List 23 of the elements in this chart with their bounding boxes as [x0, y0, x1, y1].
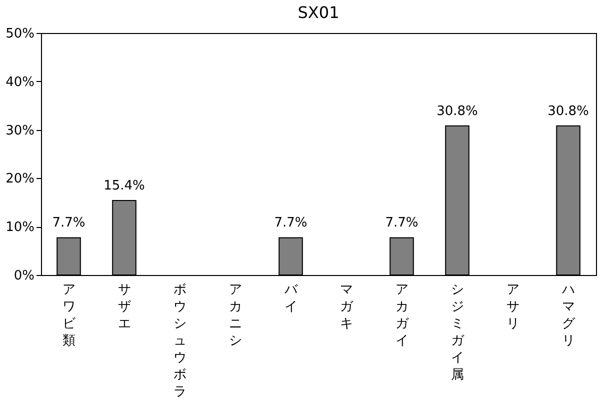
x-tick-label: サザエ	[118, 282, 131, 332]
x-tick-label: アカガイ	[395, 282, 410, 348]
chart-title: SX01	[298, 3, 340, 22]
y-tick-label: 50%	[6, 26, 34, 42]
data-label: 7.7%	[52, 216, 86, 231]
x-tick-label: バイ	[283, 282, 298, 314]
data-label: 7.7%	[385, 216, 418, 231]
data-label: 7.7%	[274, 216, 308, 231]
y-tick-label: 20%	[6, 172, 34, 187]
y-tick-label: 10%	[6, 220, 34, 236]
data-label: 30.8%	[548, 104, 589, 119]
data-label: 30.8%	[436, 104, 478, 119]
y-tick-label: 40%	[6, 74, 34, 90]
x-tick-label: アカニシ	[228, 282, 242, 348]
x-tick-label: マガキ	[340, 282, 354, 332]
x-tick-label: ボウシュウボラ	[173, 282, 186, 400]
data-label: 15.4%	[104, 178, 145, 194]
x-tick-label: アサリ	[506, 282, 520, 332]
x-tick-label: シジミガイ属	[450, 282, 465, 382]
y-tick-label: 30%	[6, 123, 34, 138]
y-tick-label: 0%	[14, 268, 34, 284]
x-tick-label: ハマグリ	[560, 282, 576, 348]
x-tick-label: アワビ類	[62, 282, 76, 348]
